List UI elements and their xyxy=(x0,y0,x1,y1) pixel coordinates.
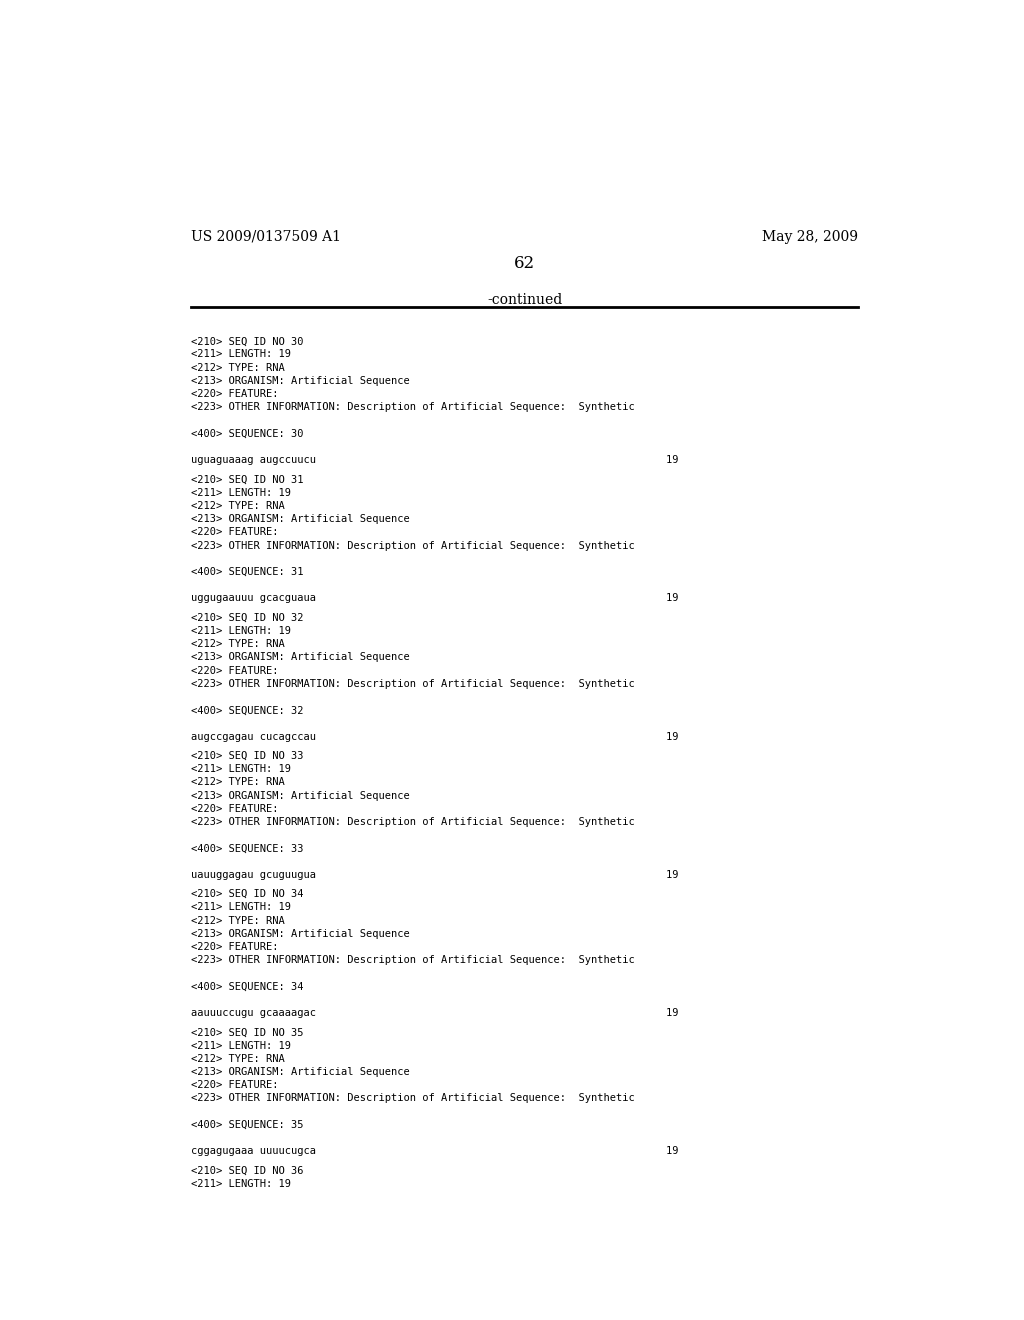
Text: 62: 62 xyxy=(514,255,536,272)
Text: <211> LENGTH: 19: <211> LENGTH: 19 xyxy=(191,487,292,498)
Text: <400> SEQUENCE: 30: <400> SEQUENCE: 30 xyxy=(191,429,304,438)
Text: <220> FEATURE:: <220> FEATURE: xyxy=(191,942,279,952)
Text: <212> TYPE: RNA: <212> TYPE: RNA xyxy=(191,916,286,925)
Text: <223> OTHER INFORMATION: Description of Artificial Sequence:  Synthetic: <223> OTHER INFORMATION: Description of … xyxy=(191,817,635,828)
Text: <212> TYPE: RNA: <212> TYPE: RNA xyxy=(191,639,286,649)
Text: <220> FEATURE:: <220> FEATURE: xyxy=(191,1080,279,1090)
Text: <210> SEQ ID NO 30: <210> SEQ ID NO 30 xyxy=(191,337,304,346)
Text: <400> SEQUENCE: 35: <400> SEQUENCE: 35 xyxy=(191,1119,304,1130)
Text: US 2009/0137509 A1: US 2009/0137509 A1 xyxy=(191,230,341,244)
Text: <212> TYPE: RNA: <212> TYPE: RNA xyxy=(191,500,286,511)
Text: cggagugaaa uuuucugca                                                        19: cggagugaaa uuuucugca 19 xyxy=(191,1146,679,1156)
Text: <223> OTHER INFORMATION: Description of Artificial Sequence:  Synthetic: <223> OTHER INFORMATION: Description of … xyxy=(191,678,635,689)
Text: uauuggagau gcuguugua                                                        19: uauuggagau gcuguugua 19 xyxy=(191,870,679,880)
Text: <213> ORGANISM: Artificial Sequence: <213> ORGANISM: Artificial Sequence xyxy=(191,652,411,663)
Text: <211> LENGTH: 19: <211> LENGTH: 19 xyxy=(191,903,292,912)
Text: <211> LENGTH: 19: <211> LENGTH: 19 xyxy=(191,350,292,359)
Text: <210> SEQ ID NO 35: <210> SEQ ID NO 35 xyxy=(191,1027,304,1038)
Text: <223> OTHER INFORMATION: Description of Artificial Sequence:  Synthetic: <223> OTHER INFORMATION: Description of … xyxy=(191,541,635,550)
Text: <223> OTHER INFORMATION: Description of Artificial Sequence:  Synthetic: <223> OTHER INFORMATION: Description of … xyxy=(191,403,635,412)
Text: <210> SEQ ID NO 34: <210> SEQ ID NO 34 xyxy=(191,890,304,899)
Text: <211> LENGTH: 19: <211> LENGTH: 19 xyxy=(191,1179,292,1189)
Text: <211> LENGTH: 19: <211> LENGTH: 19 xyxy=(191,764,292,774)
Text: <212> TYPE: RNA: <212> TYPE: RNA xyxy=(191,777,286,788)
Text: May 28, 2009: May 28, 2009 xyxy=(762,230,858,244)
Text: <211> LENGTH: 19: <211> LENGTH: 19 xyxy=(191,626,292,636)
Text: <400> SEQUENCE: 31: <400> SEQUENCE: 31 xyxy=(191,568,304,577)
Text: <220> FEATURE:: <220> FEATURE: xyxy=(191,389,279,399)
Text: <213> ORGANISM: Artificial Sequence: <213> ORGANISM: Artificial Sequence xyxy=(191,929,411,939)
Text: <210> SEQ ID NO 33: <210> SEQ ID NO 33 xyxy=(191,751,304,760)
Text: uggugaauuu gcacguaua                                                        19: uggugaauuu gcacguaua 19 xyxy=(191,594,679,603)
Text: <400> SEQUENCE: 33: <400> SEQUENCE: 33 xyxy=(191,843,304,854)
Text: <213> ORGANISM: Artificial Sequence: <213> ORGANISM: Artificial Sequence xyxy=(191,1067,411,1077)
Text: augccgagau cucagccau                                                        19: augccgagau cucagccau 19 xyxy=(191,731,679,742)
Text: <220> FEATURE:: <220> FEATURE: xyxy=(191,528,279,537)
Text: <220> FEATURE:: <220> FEATURE: xyxy=(191,804,279,814)
Text: aauuuccugu gcaaaagac                                                        19: aauuuccugu gcaaaagac 19 xyxy=(191,1008,679,1018)
Text: <211> LENGTH: 19: <211> LENGTH: 19 xyxy=(191,1040,292,1051)
Text: uguaguaaag augccuucu                                                        19: uguaguaaag augccuucu 19 xyxy=(191,455,679,465)
Text: <220> FEATURE:: <220> FEATURE: xyxy=(191,665,279,676)
Text: <210> SEQ ID NO 32: <210> SEQ ID NO 32 xyxy=(191,612,304,623)
Text: <212> TYPE: RNA: <212> TYPE: RNA xyxy=(191,363,286,372)
Text: <213> ORGANISM: Artificial Sequence: <213> ORGANISM: Artificial Sequence xyxy=(191,791,411,801)
Text: <223> OTHER INFORMATION: Description of Artificial Sequence:  Synthetic: <223> OTHER INFORMATION: Description of … xyxy=(191,956,635,965)
Text: <212> TYPE: RNA: <212> TYPE: RNA xyxy=(191,1053,286,1064)
Text: -continued: -continued xyxy=(487,293,562,306)
Text: <213> ORGANISM: Artificial Sequence: <213> ORGANISM: Artificial Sequence xyxy=(191,376,411,385)
Text: <400> SEQUENCE: 32: <400> SEQUENCE: 32 xyxy=(191,705,304,715)
Text: <213> ORGANISM: Artificial Sequence: <213> ORGANISM: Artificial Sequence xyxy=(191,515,411,524)
Text: <210> SEQ ID NO 36: <210> SEQ ID NO 36 xyxy=(191,1166,304,1176)
Text: <400> SEQUENCE: 34: <400> SEQUENCE: 34 xyxy=(191,982,304,991)
Text: <223> OTHER INFORMATION: Description of Artificial Sequence:  Synthetic: <223> OTHER INFORMATION: Description of … xyxy=(191,1093,635,1104)
Text: <210> SEQ ID NO 31: <210> SEQ ID NO 31 xyxy=(191,474,304,484)
